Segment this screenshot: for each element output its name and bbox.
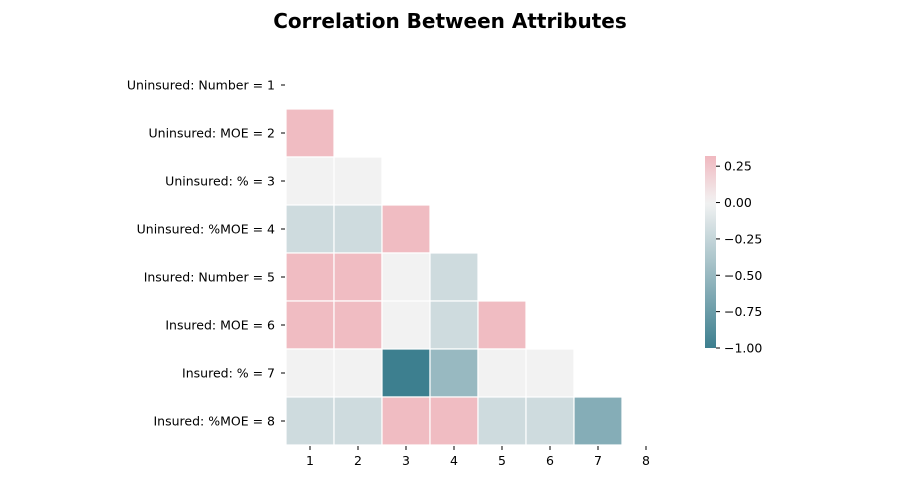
y-tick-label: Uninsured: %MOE = 4 [137, 222, 275, 237]
colorbar-tick-label: 0.00 [724, 195, 752, 210]
heatmap-cell-r5-c2 [333, 252, 383, 302]
y-tick-label: Uninsured: MOE = 2 [149, 126, 275, 141]
x-tick-label: 7 [594, 453, 602, 468]
colorbar-gradient [705, 156, 716, 348]
colorbar: 0.25 0.00 −0.25 −0.50 −0.75 −1.00 [705, 156, 762, 356]
chart-title: Correlation Between Attributes [273, 9, 627, 33]
heatmap-cell-r4-c1 [285, 204, 335, 254]
heatmap-cell-r8-c5 [477, 396, 527, 446]
heatmap-cell-r6-c1 [285, 300, 335, 350]
heatmap-cell-r5-c4 [429, 252, 479, 302]
heatmap-cell-r7-c3 [381, 348, 431, 398]
colorbar-tick-label: −1.00 [724, 341, 762, 356]
heatmap-cell-r7-c5 [477, 348, 527, 398]
y-tick-label: Insured: MOE = 6 [165, 318, 275, 333]
heatmap-cell-r3-c2 [333, 156, 383, 206]
heatmap-cell-r8-c6 [525, 396, 575, 446]
heatmap-cell-r8-c3 [381, 396, 431, 446]
x-axis: 1 2 3 4 5 6 7 8 [306, 446, 650, 468]
x-tick-label: 6 [546, 453, 554, 468]
x-tick-label: 2 [354, 453, 362, 468]
heatmap-cell-r5-c3 [381, 252, 431, 302]
heatmap-cell-r8-c2 [333, 396, 383, 446]
heatmap-cell-r3-c1 [285, 156, 335, 206]
colorbar-tick-label: −0.25 [724, 231, 762, 246]
heatmap-cell-r5-c1 [285, 252, 335, 302]
heatmap-cell-r7-c1 [285, 348, 335, 398]
heatmap-cells [285, 108, 623, 446]
heatmap-cell-r2-c1 [285, 108, 335, 158]
x-tick-label: 5 [498, 453, 506, 468]
heatmap-cell-r6-c5 [477, 300, 527, 350]
heatmap-cell-r8-c7 [573, 396, 623, 446]
x-tick-label: 3 [402, 453, 410, 468]
heatmap-cell-r4-c2 [333, 204, 383, 254]
y-tick-label: Uninsured: % = 3 [165, 174, 275, 189]
heatmap-cell-r6-c2 [333, 300, 383, 350]
heatmap-cell-r8-c1 [285, 396, 335, 446]
colorbar-tick-label: −0.50 [724, 268, 762, 283]
heatmap-cell-r7-c6 [525, 348, 575, 398]
x-tick-label: 1 [306, 453, 314, 468]
colorbar-tick-label: −0.75 [724, 304, 762, 319]
heatmap-cell-r6-c4 [429, 300, 479, 350]
colorbar-tick-label: 0.25 [724, 159, 752, 174]
heatmap-cell-r8-c4 [429, 396, 479, 446]
heatmap-cell-r7-c2 [333, 348, 383, 398]
y-tick-label: Uninsured: Number = 1 [127, 78, 275, 93]
y-tick-label: Insured: % = 7 [182, 366, 275, 381]
x-tick-label: 8 [642, 453, 650, 468]
y-axis: Uninsured: Number = 1 Uninsured: MOE = 2 U… [127, 78, 285, 429]
heatmap-cell-r7-c4 [429, 348, 479, 398]
x-tick-label: 4 [450, 453, 458, 468]
heatmap-cell-r4-c3 [381, 204, 431, 254]
y-tick-label: Insured: %MOE = 8 [154, 414, 276, 429]
heatmap-cell-r6-c3 [381, 300, 431, 350]
y-tick-label: Insured: Number = 5 [144, 270, 275, 285]
